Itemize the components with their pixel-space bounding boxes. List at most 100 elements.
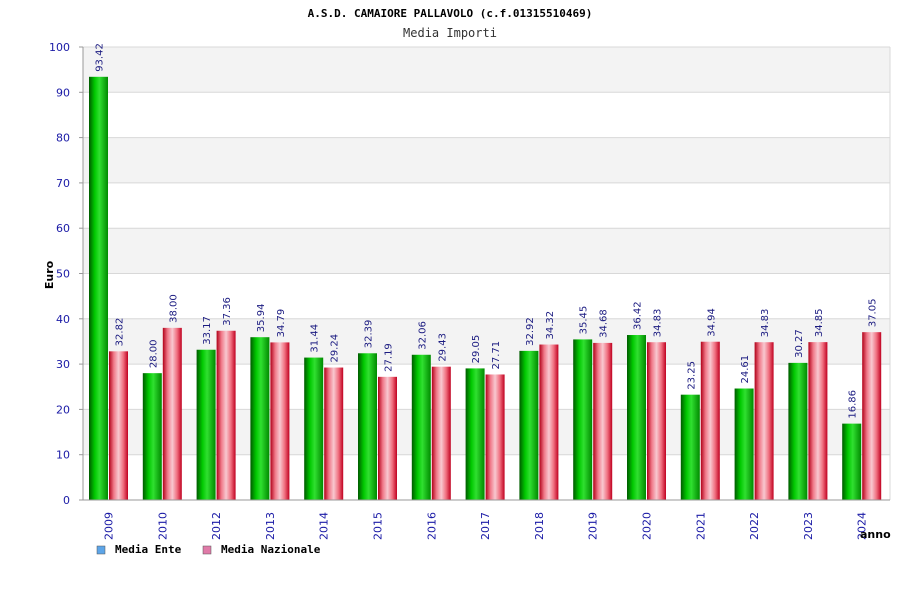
bar-media-ente <box>788 362 808 500</box>
legend-label: Media Ente <box>115 543 182 556</box>
bar-media-ente <box>734 388 754 500</box>
y-tick-label: 0 <box>63 494 70 507</box>
x-tick-label: 2020 <box>641 512 654 540</box>
x-axis-label: anno <box>860 528 891 541</box>
x-axis: 2009 2010 2012 2013 2014 2015 2016 2017 2018 2019… <box>83 499 890 540</box>
bar-media-nazionale <box>700 341 720 500</box>
plot-band <box>83 92 890 138</box>
data-label: 34.85 <box>814 308 825 337</box>
bar-media-ente <box>89 76 108 500</box>
bar-media-nazionale <box>539 344 559 500</box>
data-label: 34.32 <box>545 311 556 340</box>
data-label: 34.83 <box>760 309 771 338</box>
x-tick-label: 2012 <box>210 512 223 540</box>
data-label: 16.86 <box>848 390 859 419</box>
x-tick-label: 2019 <box>587 512 600 540</box>
x-tick-label: 2024 <box>856 512 869 540</box>
chart-subtitle: Media Importi <box>403 26 497 40</box>
y-tick-label: 10 <box>56 449 70 462</box>
bar-media-nazionale <box>324 367 344 500</box>
data-label: 23.25 <box>686 361 697 390</box>
data-label: 34.79 <box>276 309 287 338</box>
bar-media-nazionale <box>270 342 290 500</box>
bar-media-nazionale <box>593 342 613 500</box>
bar-media-ente <box>680 394 700 500</box>
data-label: 38.00 <box>168 294 179 323</box>
data-label: 27.71 <box>491 341 502 370</box>
bar-media-nazionale <box>162 327 182 500</box>
bar-media-nazionale <box>109 351 128 500</box>
data-label: 29.43 <box>437 333 448 362</box>
data-label: 32.06 <box>417 321 428 350</box>
bar-media-ente <box>465 368 485 500</box>
bar-media-ente <box>358 353 377 500</box>
bar-media-ente <box>196 349 216 500</box>
data-label: 29.05 <box>471 335 482 364</box>
data-label: 32.82 <box>115 318 126 347</box>
bar-media-nazionale <box>378 376 397 500</box>
bar-media-nazionale <box>647 342 666 500</box>
legend-swatch <box>96 545 106 555</box>
plot-band <box>83 47 890 93</box>
data-label: 35.94 <box>256 304 267 333</box>
x-tick-label: 2021 <box>694 512 707 540</box>
bar-media-ente <box>250 337 270 500</box>
data-label: 29.24 <box>330 334 341 363</box>
x-tick-label: 2015 <box>372 512 385 540</box>
data-label: 32.92 <box>525 317 536 346</box>
y-axis-label: Euro <box>43 260 56 289</box>
plot-band <box>83 137 890 183</box>
y-tick-label: 40 <box>56 313 70 326</box>
data-label: 35.45 <box>579 306 590 335</box>
y-tick-label: 30 <box>56 358 70 371</box>
legend-label: Media Nazionale <box>221 543 321 556</box>
data-label: 27.19 <box>384 343 395 372</box>
bar-media-nazionale <box>862 332 882 500</box>
y-tick-label: 100 <box>49 41 70 54</box>
bar-media-ente <box>627 335 646 500</box>
legend-swatch <box>202 545 212 555</box>
data-label: 36.42 <box>633 301 644 330</box>
x-tick-label: 2014 <box>318 512 331 540</box>
plot-band <box>83 182 890 229</box>
plot-band <box>83 273 890 319</box>
data-label: 31.44 <box>310 324 321 353</box>
data-label: 37.36 <box>222 297 233 326</box>
data-label: 32.39 <box>364 320 375 349</box>
data-label: 34.94 <box>706 308 717 337</box>
bar-media-nazionale <box>485 374 505 500</box>
data-label: 30.27 <box>794 329 805 358</box>
x-tick-label: 2023 <box>802 512 815 540</box>
plot-band <box>83 228 890 274</box>
x-tick-label: 2016 <box>425 512 438 540</box>
x-tick-label: 2017 <box>479 512 492 540</box>
bar-media-ente <box>411 354 431 500</box>
y-tick-label: 50 <box>56 268 70 281</box>
bar-media-ente <box>519 350 539 500</box>
bar-media-nazionale <box>431 366 451 500</box>
legend: Media Ente Media Nazionale <box>96 543 321 556</box>
y-tick-label: 90 <box>56 86 70 99</box>
data-label: 34.83 <box>653 309 664 338</box>
x-tick-label: 2010 <box>156 512 169 540</box>
y-axis: 0 10 20 30 40 50 60 70 80 90 100 <box>49 41 84 507</box>
x-tick-label: 2018 <box>533 512 546 540</box>
data-label: 93.42 <box>95 43 106 72</box>
y-tick-label: 70 <box>56 177 70 190</box>
data-label: 34.68 <box>599 309 610 338</box>
bars: 93.42 32.82 28.00 38.00 33.17 37.36 35.94 34.79… <box>89 43 882 500</box>
bar-media-ente <box>304 357 324 500</box>
data-label: 28.00 <box>148 340 159 369</box>
chart-title: A.S.D. CAMAIORE PALLAVOLO (c.f.013155104… <box>308 7 593 20</box>
x-tick-label: 2013 <box>264 512 277 540</box>
bar-media-ente <box>142 373 162 500</box>
bar-media-ente <box>573 339 593 500</box>
bar-media-ente <box>842 423 862 500</box>
bar-media-nazionale <box>808 342 828 500</box>
y-tick-label: 80 <box>56 132 70 145</box>
bar-media-nazionale <box>216 330 236 500</box>
y-tick-label: 60 <box>56 222 70 235</box>
y-tick-label: 20 <box>56 403 70 416</box>
data-label: 33.17 <box>202 316 213 345</box>
